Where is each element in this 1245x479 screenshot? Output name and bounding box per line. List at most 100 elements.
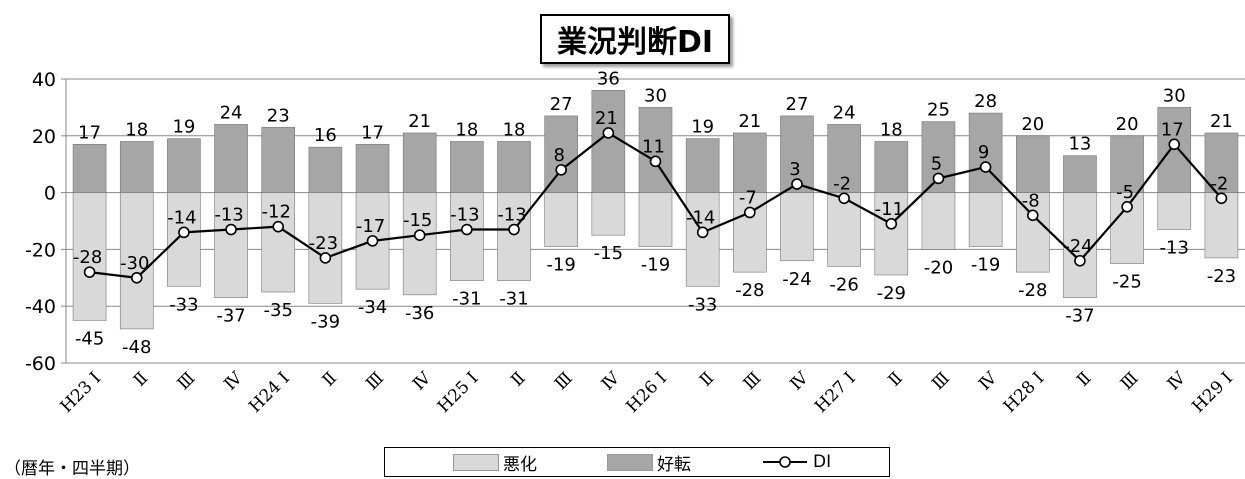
di-point bbox=[366, 235, 379, 247]
di-point bbox=[178, 226, 190, 239]
label-better: 20 bbox=[1116, 114, 1139, 135]
bar-worse bbox=[261, 192, 296, 293]
bar-better bbox=[72, 144, 107, 193]
label-di: -2 bbox=[833, 173, 851, 194]
x-tick-label: H25 I bbox=[434, 368, 482, 416]
label-di: -11 bbox=[875, 199, 904, 220]
label-worse: -13 bbox=[1160, 238, 1189, 259]
label-better: 30 bbox=[1163, 85, 1186, 106]
data-labels: 17-45-2818-48-3019-33-1424-37-1323-35-12… bbox=[73, 68, 1236, 358]
x-tick-label: Ⅳ bbox=[409, 368, 436, 395]
label-worse: -39 bbox=[311, 311, 340, 332]
label-di: -12 bbox=[262, 202, 291, 223]
y-tick-label: -20 bbox=[25, 239, 56, 261]
x-tick-label: Ⅱ bbox=[507, 368, 529, 390]
bar-better bbox=[214, 124, 248, 193]
bar-better bbox=[1204, 132, 1239, 193]
y-tick-label: 40 bbox=[32, 69, 56, 91]
bar-better bbox=[497, 141, 531, 193]
label-worse: -33 bbox=[169, 294, 198, 315]
x-tick-label: Ⅱ bbox=[319, 368, 341, 390]
bar-better bbox=[167, 138, 201, 193]
label-better: 17 bbox=[361, 122, 384, 143]
x-tick-label: Ⅳ bbox=[786, 368, 813, 395]
di-point bbox=[130, 271, 143, 284]
label-worse: -15 bbox=[594, 243, 623, 264]
label-worse: -28 bbox=[1018, 280, 1047, 301]
bar-better bbox=[685, 138, 720, 193]
label-worse: -26 bbox=[829, 274, 858, 295]
di-point bbox=[508, 223, 520, 236]
di-point bbox=[319, 252, 332, 264]
label-better: 18 bbox=[880, 119, 903, 140]
di-point bbox=[744, 206, 756, 219]
label-better: 28 bbox=[974, 91, 997, 112]
di-point bbox=[83, 266, 96, 278]
label-di: 11 bbox=[642, 136, 665, 157]
x-tick-label: Ⅱ bbox=[1073, 368, 1095, 390]
bar-better bbox=[119, 141, 154, 193]
label-better: 24 bbox=[833, 102, 856, 123]
label-worse: -36 bbox=[405, 303, 434, 324]
legend-label-better: 好転 bbox=[657, 454, 691, 475]
bar-worse bbox=[72, 192, 107, 321]
di-point bbox=[1074, 254, 1086, 267]
label-di: -24 bbox=[1063, 236, 1092, 257]
bar-worse bbox=[591, 192, 626, 236]
label-di: -30 bbox=[120, 253, 149, 274]
x-tick-label: Ⅱ bbox=[885, 368, 907, 390]
label-worse: -45 bbox=[75, 328, 104, 349]
label-better: 30 bbox=[644, 85, 667, 106]
di-point bbox=[1121, 201, 1133, 213]
di-point bbox=[979, 161, 992, 173]
di-point bbox=[413, 229, 426, 241]
legend: 悪化 好転 DI bbox=[384, 447, 890, 477]
x-tick-label: Ⅲ bbox=[740, 368, 766, 394]
y-axis: -60 -40 -20 0 20 40 bbox=[25, 69, 67, 375]
label-better: 21 bbox=[1210, 111, 1233, 132]
label-better: 18 bbox=[125, 119, 148, 140]
bar-better bbox=[874, 141, 909, 193]
label-better: 18 bbox=[455, 119, 478, 140]
label-di: 21 bbox=[595, 108, 618, 129]
di-point bbox=[461, 223, 473, 236]
label-worse: -19 bbox=[641, 255, 670, 276]
label-worse: -24 bbox=[782, 269, 811, 290]
label-better: 13 bbox=[1068, 134, 1091, 155]
label-di: 3 bbox=[789, 159, 800, 180]
x-tick-label: Ⅲ bbox=[174, 368, 200, 394]
legend-label-di: DI bbox=[813, 452, 832, 472]
label-better: 21 bbox=[738, 111, 761, 132]
bar-worse bbox=[497, 192, 531, 281]
label-better: 20 bbox=[1021, 114, 1044, 135]
label-better: 25 bbox=[927, 100, 950, 121]
label-di: -14 bbox=[686, 207, 715, 228]
di-point bbox=[225, 223, 237, 236]
bar-better bbox=[544, 115, 578, 193]
x-tick-label: H29 I bbox=[1188, 368, 1236, 416]
label-worse: -25 bbox=[1112, 272, 1141, 293]
label-worse: -23 bbox=[1207, 266, 1236, 287]
label-worse: -48 bbox=[122, 337, 151, 358]
x-tick-label: Ⅲ bbox=[362, 368, 388, 394]
legend-line-di-icon bbox=[763, 456, 807, 468]
x-tick-label: H27 I bbox=[811, 368, 859, 416]
bars bbox=[72, 90, 1239, 330]
x-tick-label: Ⅲ bbox=[1117, 368, 1143, 394]
legend-swatch-worse bbox=[453, 453, 499, 471]
bar-better bbox=[355, 144, 390, 193]
bar-worse bbox=[685, 192, 720, 287]
label-better: 19 bbox=[691, 117, 714, 138]
bar-better bbox=[733, 132, 767, 193]
y-tick-label: 0 bbox=[44, 183, 56, 205]
bar-worse bbox=[544, 192, 578, 247]
label-better: 18 bbox=[503, 119, 526, 140]
bar-better bbox=[1110, 135, 1144, 193]
bar-worse bbox=[308, 192, 343, 304]
di-point bbox=[885, 218, 898, 230]
label-better: 21 bbox=[408, 111, 431, 132]
label-di: -5 bbox=[1116, 182, 1134, 203]
label-di: 9 bbox=[978, 142, 989, 163]
x-tick-label: Ⅳ bbox=[1164, 368, 1191, 395]
